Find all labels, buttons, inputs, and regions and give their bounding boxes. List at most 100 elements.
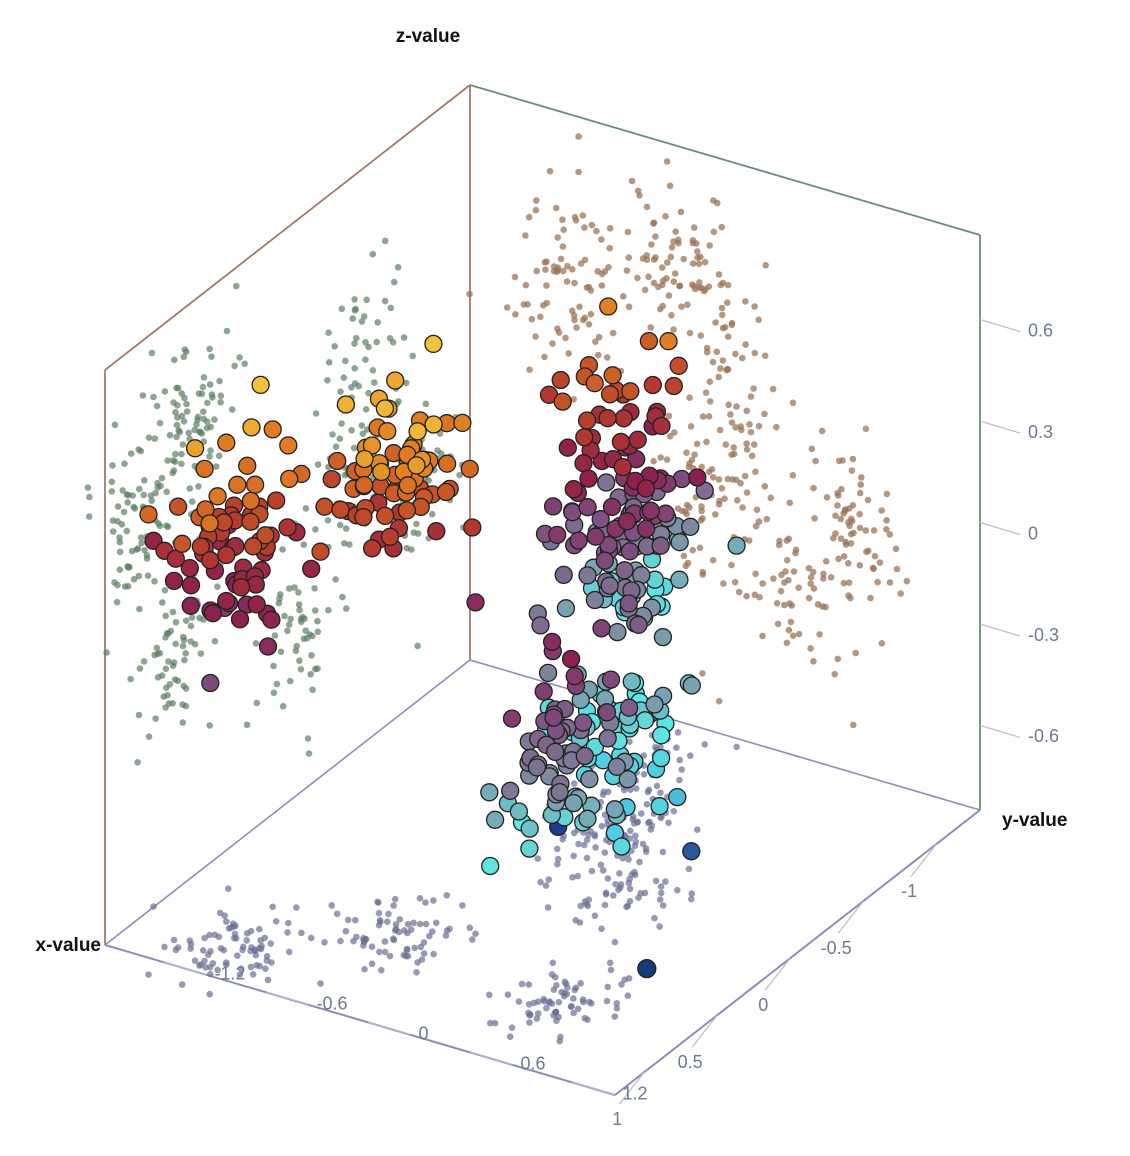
projection-point-xz — [150, 393, 157, 401]
data-point — [181, 596, 200, 615]
projection-point-xz — [241, 360, 248, 368]
projection-point-xz — [342, 525, 350, 532]
data-point — [481, 856, 500, 876]
projection-point-floor — [635, 894, 642, 901]
data-point — [615, 561, 634, 580]
projection-point-xz — [164, 457, 171, 464]
projection-point-yz — [668, 244, 676, 251]
projection-point-yz — [733, 476, 740, 484]
projection-point-yz — [522, 281, 530, 289]
projection-point-yz — [709, 556, 717, 564]
projection-point-xz — [169, 662, 177, 670]
projection-point-yz — [730, 444, 737, 451]
projection-point-yz — [585, 283, 593, 291]
projection-point-floor — [564, 984, 571, 991]
projection-point-floor — [416, 895, 424, 902]
projection-point-xz — [164, 691, 171, 699]
data-point — [599, 297, 618, 316]
projection-point-yz — [728, 321, 736, 329]
projection-point-floor — [392, 921, 400, 928]
projection-point-yz — [773, 423, 780, 431]
data-point — [527, 758, 547, 777]
projection-point-floor — [544, 904, 552, 911]
projection-point-xz — [304, 735, 312, 742]
projection-point-floor — [570, 780, 578, 787]
projection-point-floor — [694, 826, 701, 833]
projection-point-floor — [390, 902, 397, 909]
projection-point-yz — [541, 259, 549, 266]
data-point — [556, 599, 576, 618]
y-tick-label: 0 — [419, 1023, 429, 1043]
projection-point-yz — [575, 168, 582, 176]
projection-point-yz — [756, 593, 763, 601]
projection-point-xz — [336, 521, 344, 529]
projection-point-yz — [759, 580, 766, 587]
data-point — [386, 371, 405, 390]
projection-point-yz — [750, 385, 757, 392]
projection-point-yz — [818, 427, 826, 435]
projection-point-xz — [163, 522, 170, 529]
projection-point-yz — [699, 413, 707, 420]
projection-point-xz — [369, 367, 377, 374]
projection-point-yz — [865, 547, 872, 555]
projection-point-xz — [297, 666, 305, 673]
projection-point-xz — [456, 471, 463, 479]
projection-point-yz — [743, 440, 750, 448]
data-point — [669, 356, 688, 375]
data-point — [561, 649, 581, 669]
projection-point-xz — [307, 671, 315, 678]
data-point — [629, 615, 648, 634]
projection-point-xz — [140, 491, 148, 499]
data-point — [575, 428, 594, 447]
data-point — [569, 531, 588, 550]
projection-point-yz — [686, 394, 693, 402]
projection-point-yz — [862, 527, 870, 534]
data-point — [651, 536, 670, 555]
data-point — [231, 578, 251, 597]
data-point — [543, 497, 563, 516]
projection-point-yz — [705, 413, 713, 420]
projection-point-yz — [634, 274, 641, 282]
projection-point-yz — [715, 373, 722, 381]
projection-point-floor — [618, 981, 625, 988]
projection-point-xz — [299, 613, 306, 621]
projection-point-xz — [180, 418, 188, 425]
projection-point-floor — [368, 943, 376, 950]
data-point — [372, 462, 391, 482]
projection-point-yz — [731, 578, 739, 586]
projection-point-xz — [188, 614, 196, 621]
data-point — [520, 839, 539, 858]
projection-point-yz — [819, 603, 826, 610]
projection-point-yz — [595, 333, 603, 341]
data-point — [380, 527, 400, 546]
projection-point-xz — [138, 539, 145, 547]
projection-point-xz — [277, 591, 284, 598]
projection-point-floor — [597, 861, 605, 869]
projection-point-floor — [249, 971, 257, 978]
projection-point-floor — [469, 936, 476, 943]
projection-point-floor — [688, 895, 695, 903]
projection-point-yz — [715, 501, 723, 508]
projection-point-xz — [109, 462, 116, 469]
projection-point-yz — [845, 560, 852, 567]
data-point — [550, 782, 569, 802]
projection-point-yz — [533, 267, 540, 275]
projection-point-xz — [119, 487, 126, 494]
projection-point-yz — [822, 558, 830, 565]
projection-point-xz — [390, 278, 398, 286]
projection-point-yz — [718, 304, 726, 312]
projection-point-xz — [162, 612, 169, 620]
projection-point-floor — [601, 901, 609, 909]
z-axis-title: z-value — [396, 26, 460, 47]
projection-point-yz — [668, 312, 675, 319]
projection-point-xz — [302, 505, 310, 512]
projection-point-floor — [615, 886, 622, 894]
axis-ticks: -1 -0.5 0 0.5 1 -1.2 -0.6 0 0.6 1.2 0.6 0.3 0 -0.3 -0.… — [164, 318, 1059, 1129]
data-point — [181, 576, 201, 595]
projection-point-xz — [116, 534, 123, 541]
projection-point-xz — [195, 483, 202, 490]
x-tick-label: -1 — [901, 881, 917, 901]
projection-point-floor — [571, 986, 578, 994]
projection-point-floor — [381, 938, 389, 945]
